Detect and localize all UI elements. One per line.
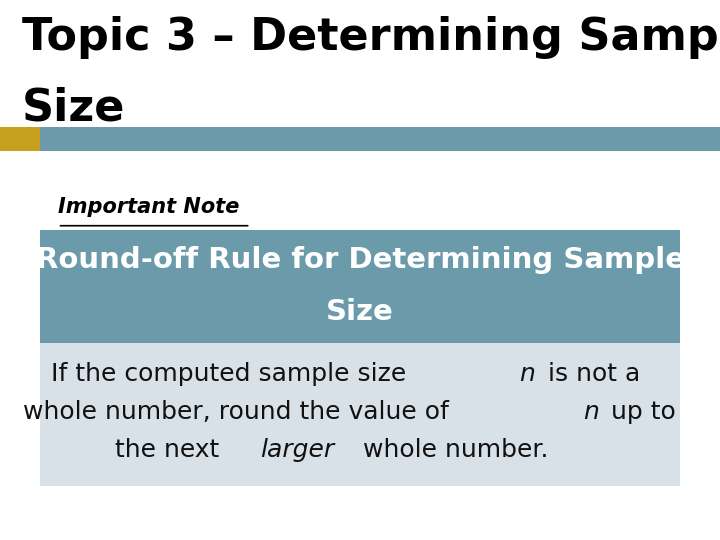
Text: n: n bbox=[519, 362, 535, 386]
Text: Size: Size bbox=[22, 86, 125, 130]
Text: Important Note: Important Note bbox=[58, 197, 239, 217]
FancyBboxPatch shape bbox=[0, 127, 720, 151]
Text: larger: larger bbox=[260, 437, 334, 462]
Text: the next: the next bbox=[115, 437, 228, 462]
Text: If the computed sample size: If the computed sample size bbox=[50, 362, 414, 386]
Text: up to: up to bbox=[603, 400, 676, 424]
FancyBboxPatch shape bbox=[0, 127, 40, 151]
Text: whole number, round the value of: whole number, round the value of bbox=[23, 400, 456, 424]
FancyBboxPatch shape bbox=[40, 230, 680, 343]
Text: Topic 3 – Determining Sample: Topic 3 – Determining Sample bbox=[22, 16, 720, 59]
Text: is not a: is not a bbox=[540, 362, 640, 386]
Text: n: n bbox=[582, 400, 598, 424]
Text: Size: Size bbox=[326, 298, 394, 326]
FancyBboxPatch shape bbox=[40, 343, 680, 486]
Text: whole number.: whole number. bbox=[356, 437, 549, 462]
Text: Round-off Rule for Determining Sample: Round-off Rule for Determining Sample bbox=[35, 246, 685, 274]
